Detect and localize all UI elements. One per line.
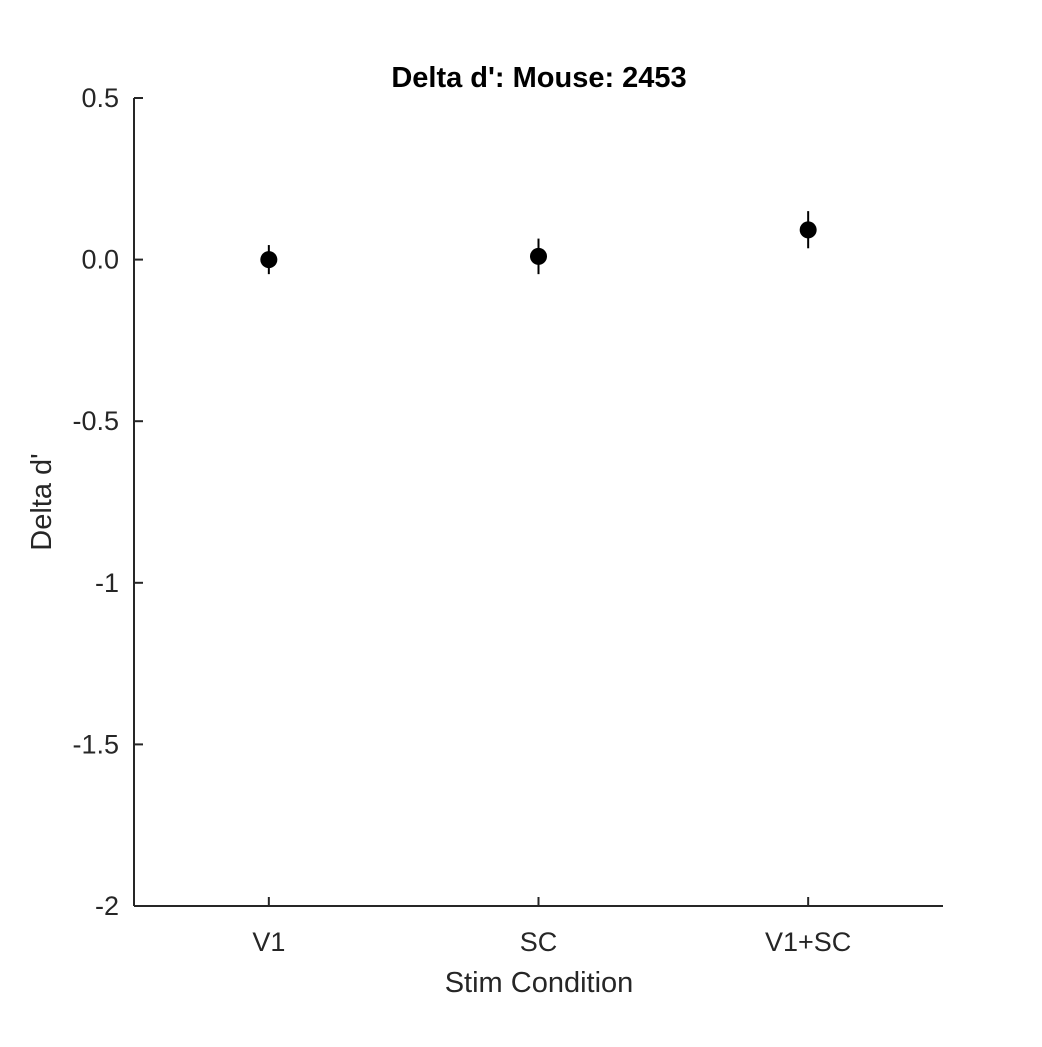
x-tick-label: V1+SC (765, 927, 851, 957)
data-point (260, 251, 278, 269)
y-tick-label: -1 (95, 568, 119, 598)
y-ticks: 0.5 0.0 -0.5 -1 -1.5 -2 (72, 83, 143, 921)
y-axis-label: Delta d' (26, 453, 58, 550)
x-tick-label: SC (520, 927, 558, 957)
y-tick-label: 0.0 (81, 245, 119, 275)
data-point (799, 221, 817, 239)
x-tick-label: V1 (252, 927, 285, 957)
y-tick-label: -1.5 (72, 729, 119, 759)
data-point (530, 247, 547, 265)
chart-title: Delta d': Mouse: 2453 (391, 62, 686, 94)
y-tick-label: -2 (95, 891, 119, 921)
x-axis-label: Stim Condition (445, 967, 634, 999)
y-tick-label: -0.5 (72, 406, 119, 436)
data-points (260, 211, 817, 275)
y-tick-label: 0.5 (81, 83, 119, 113)
x-ticks: V1 SC V1+SC (252, 897, 851, 957)
